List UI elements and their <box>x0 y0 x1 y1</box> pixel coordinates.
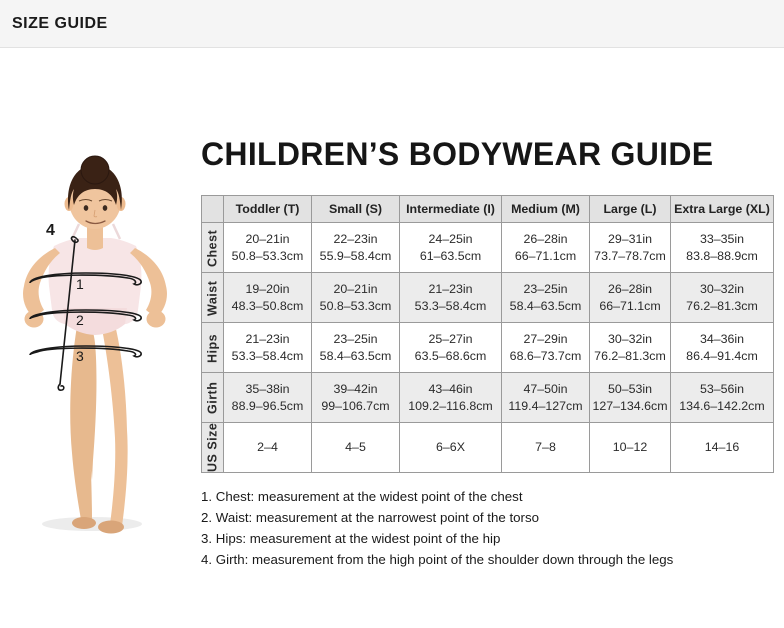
svg-text:4: 4 <box>46 222 55 239</box>
svg-text:3: 3 <box>76 348 84 364</box>
svg-text:2: 2 <box>76 312 84 328</box>
svg-text:1: 1 <box>76 276 84 292</box>
